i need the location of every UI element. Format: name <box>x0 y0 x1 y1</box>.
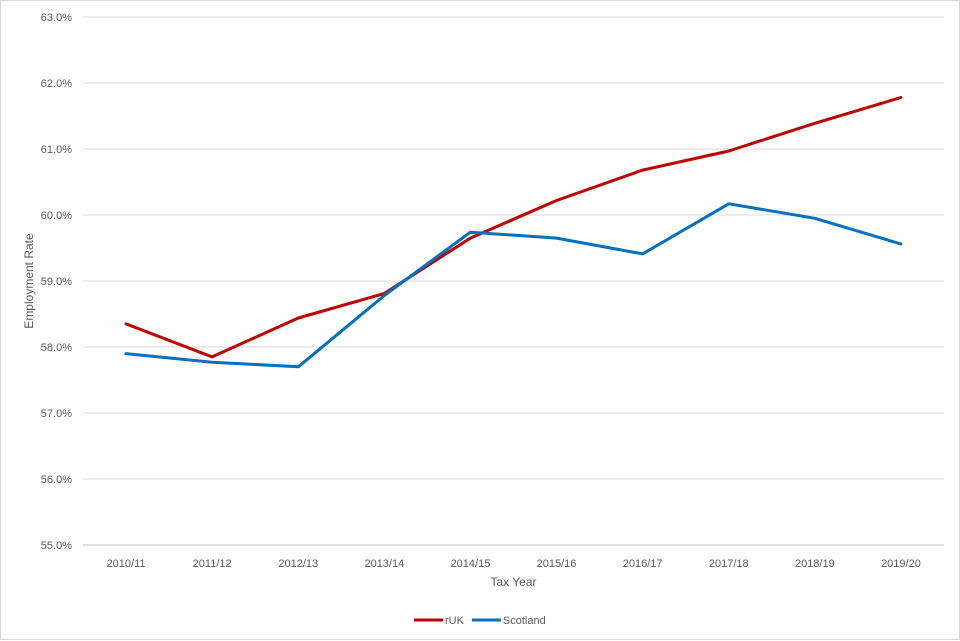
y-tick-label: 58.0% <box>41 342 72 354</box>
y-axis-tick-labels: 55.0% 56.0% 57.0% 58.0% 59.0% 60.0% 61.0% 62.0%… <box>41 12 72 552</box>
series-line-scotland <box>124 202 903 369</box>
legend-label: Scotland <box>503 615 546 627</box>
x-tick-label: 2013/14 <box>364 558 404 570</box>
gridlines <box>83 16 944 480</box>
x-tick-label: 2011/12 <box>193 558 232 570</box>
x-axis-title: Tax Year <box>490 575 536 589</box>
x-tick-label: 2016/17 <box>623 558 663 570</box>
x-tick-label: 2017/18 <box>709 558 749 570</box>
x-tick-label: 2012/13 <box>278 558 318 570</box>
y-axis-title: Employment Rate <box>22 233 36 329</box>
y-tick-label: 56.0% <box>41 474 72 486</box>
x-tick-label: 2010/11 <box>107 558 146 570</box>
x-tick-label: 2015/16 <box>537 558 577 570</box>
y-tick-label: 57.0% <box>41 408 72 420</box>
y-tick-label: 62.0% <box>41 78 72 90</box>
y-tick-label: 63.0% <box>41 12 72 24</box>
series-line-ruk <box>124 96 903 359</box>
y-tick-label: 55.0% <box>41 540 72 552</box>
x-tick-label: 2019/20 <box>881 558 921 570</box>
y-tick-label: 59.0% <box>41 276 72 288</box>
x-axis-tick-labels: 2010/11 2011/12 2012/13 2013/14 2014/15 2015/… <box>107 558 921 570</box>
legend: rUK Scotland <box>414 615 546 627</box>
y-tick-label: 60.0% <box>41 210 72 222</box>
series-lines <box>124 96 903 369</box>
y-tick-label: 61.0% <box>41 144 72 156</box>
legend-label: rUK <box>445 615 465 627</box>
x-tick-label: 2014/15 <box>451 558 491 570</box>
x-tick-label: 2018/19 <box>795 558 835 570</box>
